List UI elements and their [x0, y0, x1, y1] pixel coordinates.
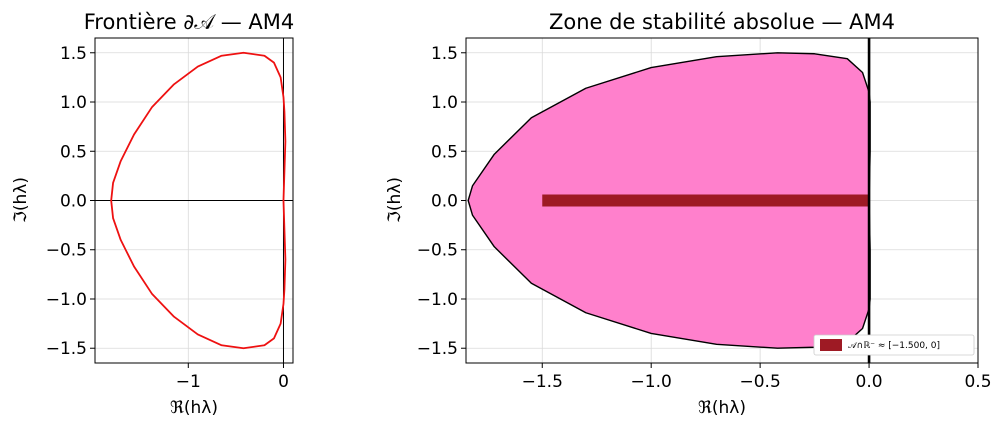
y-tick-label: −0.5: [46, 241, 87, 261]
legend-box: [813, 334, 975, 356]
legend: 𝒜∩ℝ⁻ ≈ [−1.500, 0]: [813, 334, 975, 356]
left-x-ticks: −1 0: [176, 363, 289, 392]
right-y-axis-label: ℑ(hλ): [385, 177, 405, 223]
real-interval-bar: [542, 194, 870, 207]
right-chart-title: Zone de stabilité absolue — AM4: [549, 10, 895, 34]
right-real-interval: [542, 194, 870, 207]
right-y-ticks: 1.5 1.0 0.5 0.0 −0.5 −1.0 −1.5: [417, 44, 466, 359]
x-tick-label: −0.5: [739, 372, 780, 392]
left-reference-lines: [95, 38, 293, 363]
y-tick-label: 0.0: [431, 192, 458, 212]
y-tick-label: 1.0: [431, 93, 458, 113]
y-tick-label: 1.0: [60, 93, 87, 113]
legend-swatch: [820, 339, 842, 351]
right-x-ticks: −1.5 −1.0 −0.5 0.0 0.5: [522, 363, 992, 392]
left-chart: Frontière ∂𝒜 — AM4 −1 0 1.5 1.0 0.5 0.0 −0.5 −…: [11, 10, 294, 418]
x-tick-label: 0.0: [856, 372, 883, 392]
left-y-ticks: 1.5 1.0 0.5 0.0 −0.5 −1.0 −1.5: [46, 44, 95, 359]
right-chart: Zone de stabilité absolue — AM4 −1.5 −1.0…: [385, 10, 992, 418]
y-tick-label: 1.5: [60, 44, 87, 64]
left-y-axis-label: ℑ(hλ): [11, 177, 31, 223]
x-tick-label: 0.5: [964, 372, 991, 392]
left-x-axis-label: ℜ(hλ): [170, 398, 218, 418]
x-tick-label: −1: [176, 372, 201, 392]
y-tick-label: −1.0: [46, 290, 87, 310]
y-tick-label: 0.5: [431, 142, 458, 162]
left-chart-title: Frontière ∂𝒜 — AM4: [84, 10, 295, 34]
right-x-axis-label: ℜ(hλ): [698, 398, 746, 418]
y-tick-label: −0.5: [417, 241, 458, 261]
boundary-curve: [110, 51, 287, 350]
y-tick-label: −1.0: [417, 290, 458, 310]
legend-label: 𝒜∩ℝ⁻ ≈ [−1.500, 0]: [848, 341, 940, 351]
x-tick-label: 0: [278, 372, 289, 392]
y-tick-label: −1.5: [417, 339, 458, 359]
left-series: [110, 51, 287, 350]
y-tick-label: 0.5: [60, 142, 87, 162]
x-tick-label: −1.0: [631, 372, 672, 392]
y-tick-label: 1.5: [431, 44, 458, 64]
x-tick-label: −1.5: [522, 372, 563, 392]
y-tick-label: 0.0: [60, 192, 87, 212]
y-tick-label: −1.5: [46, 339, 87, 359]
